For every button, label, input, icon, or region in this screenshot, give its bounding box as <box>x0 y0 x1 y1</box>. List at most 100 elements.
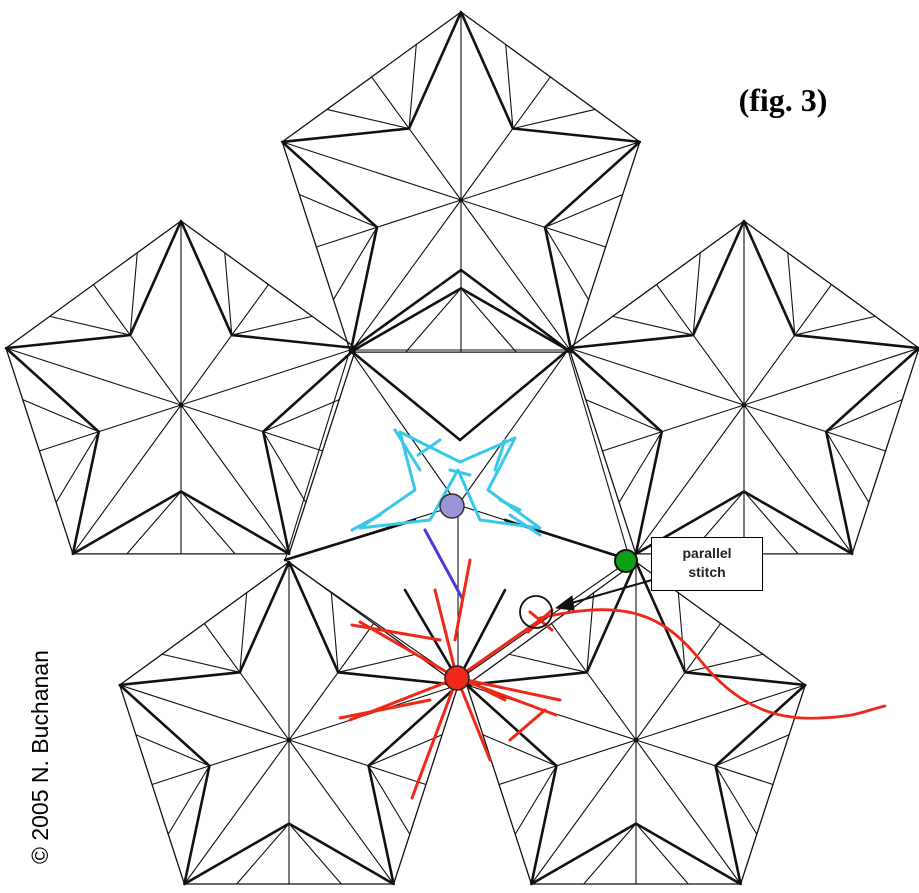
fold-line <box>692 252 701 336</box>
ray-line <box>655 284 745 406</box>
fold-line <box>612 315 694 336</box>
ray-line <box>288 739 395 885</box>
stitch-markings <box>338 428 887 800</box>
fold-line <box>126 490 182 555</box>
fold-line <box>635 823 689 885</box>
fold-line <box>135 734 210 767</box>
fold-line <box>825 399 903 433</box>
fold-line <box>794 315 876 336</box>
fold-line <box>583 823 637 885</box>
cyan-stitch <box>416 438 442 457</box>
cyan-stitch <box>493 438 507 472</box>
fold-line <box>514 765 557 835</box>
ray-line <box>5 347 182 406</box>
ray-line <box>743 284 833 406</box>
ray-line <box>349 199 462 353</box>
fold-line <box>298 193 378 228</box>
red-thread-tail <box>538 608 887 720</box>
fold-line <box>337 653 417 673</box>
center-dot <box>633 737 639 743</box>
fold-line <box>544 226 590 301</box>
cyan-stitch <box>350 513 382 532</box>
center-star-line <box>348 348 462 442</box>
ray-line <box>203 622 290 741</box>
parallel-stitch-callout: parallel stitch <box>651 537 763 591</box>
fold-line <box>161 653 241 673</box>
callout-line-1: parallel <box>682 545 732 561</box>
ray-line <box>635 739 742 885</box>
pentagon-star-block <box>567 219 919 556</box>
ray-line <box>183 739 290 885</box>
red-stitch-tick <box>508 708 547 742</box>
ray-line <box>119 684 290 741</box>
fold-line <box>180 490 236 555</box>
blue-stitch-line <box>423 528 464 600</box>
center-pentagon-outline <box>284 349 631 681</box>
callout-arrow <box>567 579 653 605</box>
fold-line <box>715 734 790 767</box>
ray-line <box>460 199 607 248</box>
ray-line <box>460 76 551 201</box>
callout-line-2: stitch <box>688 564 726 580</box>
fold-line <box>368 734 443 767</box>
fold-line <box>405 287 462 353</box>
fold-line <box>825 431 870 503</box>
red-stitch-tick <box>483 688 507 702</box>
star-outline <box>118 560 460 886</box>
cyan-stitch <box>448 468 472 477</box>
fold-line <box>239 592 248 673</box>
fold-line <box>743 490 799 555</box>
ray-line <box>180 404 290 555</box>
pentagon-star-blocks <box>4 10 919 886</box>
center-dot <box>178 402 184 408</box>
ray-line <box>635 684 806 741</box>
ray-line <box>635 739 774 786</box>
fold-line <box>288 823 342 885</box>
ray-line <box>530 739 637 885</box>
ray-line <box>281 141 462 201</box>
fold-line <box>585 399 663 433</box>
callout-arrowhead <box>555 595 575 611</box>
fold-line <box>512 108 596 130</box>
center-ray-line <box>349 349 459 506</box>
green-dot <box>614 549 638 573</box>
ray-line <box>38 404 182 452</box>
ray-line <box>72 404 182 555</box>
ray-line <box>568 347 745 406</box>
fold-line <box>224 252 233 336</box>
star-outline <box>465 560 807 886</box>
fold-line <box>618 431 663 503</box>
pentagon-star-block <box>465 560 807 886</box>
ray-line <box>92 284 182 406</box>
pentagon-star-block <box>118 560 460 886</box>
fold-line <box>332 226 378 301</box>
center-dot <box>458 197 464 203</box>
cyan-stitch <box>498 498 522 512</box>
purple-dot <box>439 493 465 519</box>
center-star-line <box>403 588 460 682</box>
red-stitch-tick <box>338 698 432 720</box>
red-dot <box>444 665 470 691</box>
fold-line <box>677 592 686 673</box>
stitch-target-circle <box>519 595 553 629</box>
fold-line <box>505 43 514 130</box>
fold-line <box>586 592 595 673</box>
red-stitch-line <box>433 588 459 680</box>
ray-line <box>288 622 375 741</box>
red-stitch-line <box>455 676 562 702</box>
red-stitch-tick <box>350 623 442 642</box>
center-dot <box>741 402 747 408</box>
copyright-text: © 2005 N. Buchanan <box>27 650 53 864</box>
ray-line <box>180 404 324 452</box>
ray-line <box>601 404 745 452</box>
cyan-stitch <box>393 428 422 472</box>
fold-line <box>262 399 340 433</box>
fold-line <box>684 653 764 673</box>
center-star-line <box>348 268 463 352</box>
ray-line <box>635 622 722 741</box>
fold-line <box>55 431 100 503</box>
fold-line <box>236 823 290 885</box>
ray-line <box>460 199 573 353</box>
pentagon-star-block <box>280 10 642 354</box>
ray-line <box>180 347 357 406</box>
